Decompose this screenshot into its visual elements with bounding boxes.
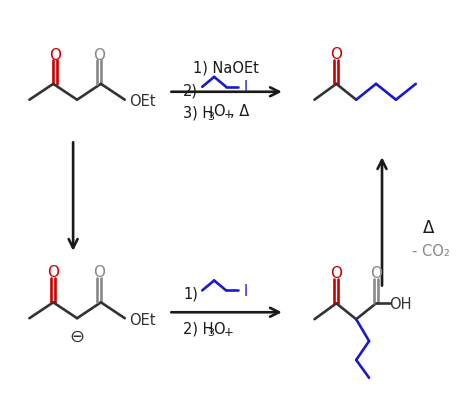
Text: Δ: Δ: [423, 218, 434, 236]
Text: 3: 3: [207, 327, 214, 337]
Text: O: O: [49, 47, 61, 62]
Text: 2) H: 2) H: [183, 321, 214, 336]
Text: 3) H: 3) H: [183, 105, 214, 120]
Text: O: O: [330, 46, 342, 61]
Text: ⊖: ⊖: [70, 327, 85, 345]
Text: +: +: [224, 108, 234, 121]
Text: O: O: [213, 321, 225, 336]
Text: OEt: OEt: [129, 312, 156, 327]
Text: O: O: [213, 104, 225, 119]
Text: 1): 1): [183, 286, 198, 301]
Text: +: +: [224, 325, 234, 338]
Text: O: O: [93, 264, 105, 279]
Text: O: O: [370, 265, 382, 280]
Text: I: I: [244, 80, 248, 95]
Text: 3: 3: [207, 111, 214, 121]
Text: - CO₂: - CO₂: [412, 244, 450, 258]
Text: OH: OH: [389, 296, 411, 311]
Text: 1) NaOEt: 1) NaOEt: [193, 60, 259, 75]
Text: O: O: [330, 265, 342, 280]
Text: O: O: [93, 47, 105, 62]
Text: I: I: [244, 283, 248, 298]
Text: O: O: [47, 264, 59, 279]
Text: , Δ: , Δ: [230, 104, 249, 119]
Text: 2): 2): [183, 83, 198, 98]
Text: OEt: OEt: [129, 94, 156, 109]
